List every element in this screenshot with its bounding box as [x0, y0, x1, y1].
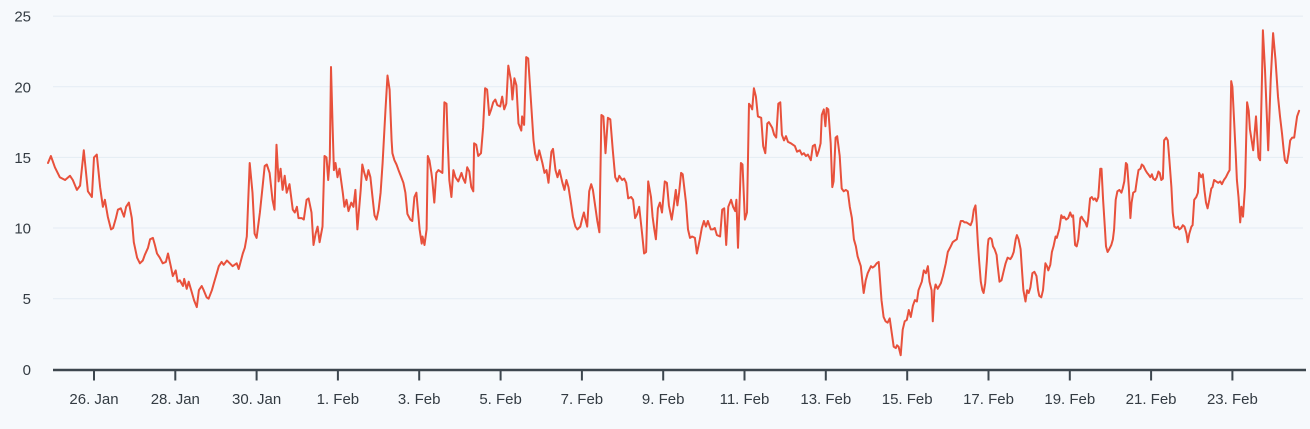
y-axis-label: 15	[14, 150, 31, 167]
x-axis-label: 15. Feb	[882, 391, 933, 408]
x-axis-label: 19. Feb	[1044, 391, 1095, 408]
x-axis-label: 26. Jan	[69, 391, 118, 408]
x-axis-label: 1. Feb	[317, 391, 360, 408]
y-axis-label: 10	[14, 221, 31, 238]
x-axis-label: 30. Jan	[232, 391, 281, 408]
x-axis-label: 3. Feb	[398, 391, 441, 408]
y-axis-label: 20	[14, 79, 31, 96]
x-axis-label: 17. Feb	[963, 391, 1014, 408]
y-axis-label: 0	[23, 362, 31, 379]
x-axis-label: 9. Feb	[642, 391, 685, 408]
x-axis-label: 13. Feb	[800, 391, 851, 408]
y-axis-label: 5	[23, 291, 31, 308]
x-axis-label: 28. Jan	[151, 391, 200, 408]
x-axis-label: 7. Feb	[561, 391, 604, 408]
y-axis-label: 25	[14, 9, 31, 26]
x-axis-label: 11. Feb	[720, 391, 770, 408]
data-line	[47, 29, 1301, 357]
x-axis-label: 21. Feb	[1126, 391, 1177, 408]
x-axis-label: 5. Feb	[479, 391, 522, 408]
x-axis-label: 23. Feb	[1207, 391, 1258, 408]
